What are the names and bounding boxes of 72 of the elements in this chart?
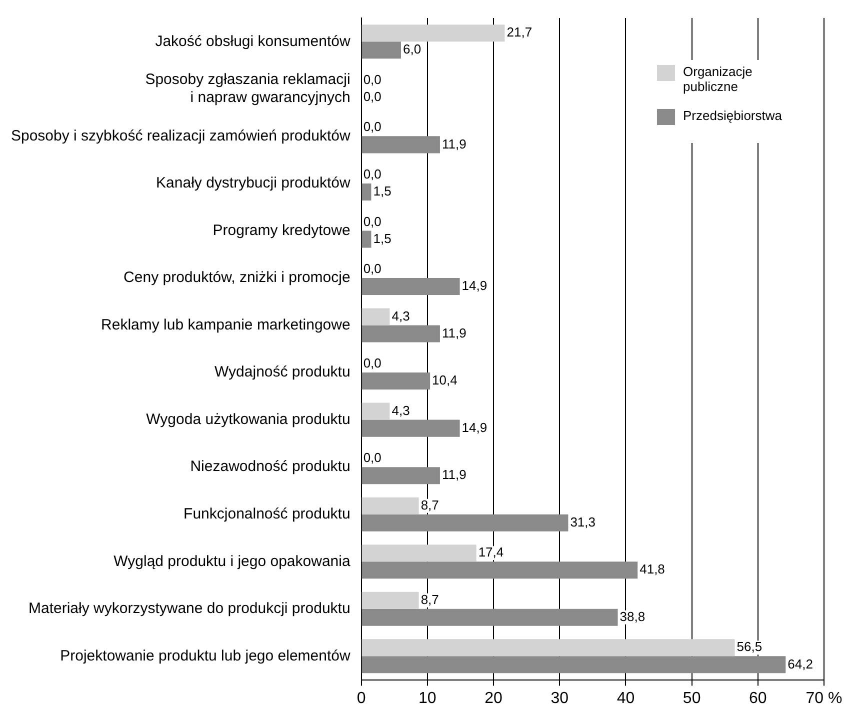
bar bbox=[362, 24, 505, 42]
legend-label: Organizacje publiczne bbox=[683, 64, 754, 94]
y-tick-label: Sposoby zgłaszania reklamacji i napraw gwarancyjnych bbox=[145, 71, 350, 106]
x-tick-label: 20 bbox=[484, 690, 503, 707]
data-label: 64,2 bbox=[788, 656, 813, 672]
data-label: 14,9 bbox=[462, 420, 488, 435]
bar bbox=[362, 639, 735, 656]
data-label: 41,8 bbox=[640, 562, 665, 577]
bar bbox=[362, 136, 440, 154]
y-tick-label: Wygląd produktu i jego opakowania bbox=[114, 552, 351, 570]
data-label: 0,0 bbox=[363, 450, 382, 466]
y-tick-label: Funkcjonalność produktu bbox=[184, 505, 350, 522]
y-tick-label: Wygoda użytkowania produktu bbox=[146, 410, 350, 428]
bar bbox=[362, 592, 419, 609]
bar bbox=[362, 278, 460, 296]
bar bbox=[362, 420, 460, 437]
data-label: 11,9 bbox=[442, 325, 466, 340]
bar bbox=[362, 325, 440, 342]
bar bbox=[362, 656, 786, 674]
x-tick-label: 0 bbox=[356, 690, 366, 707]
data-label: 21,7 bbox=[506, 24, 532, 40]
data-label: 1,5 bbox=[373, 184, 392, 199]
bar bbox=[362, 183, 372, 200]
x-tick-label: 60 bbox=[749, 690, 767, 707]
data-label: 11,9 bbox=[442, 136, 466, 152]
data-label: 56,5 bbox=[736, 639, 762, 654]
data-label: 8,7 bbox=[420, 497, 439, 512]
x-tick-label: 10 bbox=[418, 690, 436, 707]
bar bbox=[362, 514, 568, 532]
bar bbox=[362, 544, 476, 562]
data-label: 0,0 bbox=[363, 214, 382, 229]
legend-label: Przedsiębiorstwa bbox=[683, 108, 782, 123]
bar bbox=[362, 562, 638, 579]
data-label: 11,9 bbox=[442, 467, 466, 482]
data-label: 10,4 bbox=[432, 372, 458, 388]
bar bbox=[362, 372, 430, 390]
bar bbox=[362, 467, 440, 484]
y-tick-label: Reklamy lub kampanie marketingowe bbox=[101, 316, 350, 334]
bar bbox=[362, 42, 401, 59]
bar bbox=[362, 497, 419, 514]
y-tick-label: Projektowanie produktu lub jego elementów bbox=[60, 647, 350, 664]
y-tick-label: Kanały dystrybucji produktów bbox=[156, 174, 350, 192]
x-tick-label: 40 bbox=[616, 690, 635, 707]
data-label: 0,0 bbox=[363, 119, 382, 134]
data-label: 0,0 bbox=[363, 356, 382, 371]
y-tick-label: Materiały wykorzystywane do produkcji produktu bbox=[28, 600, 350, 618]
bar bbox=[362, 230, 372, 248]
y-tick-label: Wydajność produktu bbox=[214, 364, 350, 381]
data-label: 1,5 bbox=[373, 230, 392, 246]
y-tick-label: Ceny produktów, zniżki i promocje bbox=[124, 269, 350, 286]
x-tick-label: 70 % bbox=[806, 690, 842, 707]
x-tick-label: 50 bbox=[682, 690, 701, 707]
y-tick-label: Sposoby i szybkość realizacji zamówień produktów bbox=[10, 127, 350, 144]
data-label: 0,0 bbox=[363, 72, 382, 87]
data-label: 14,9 bbox=[462, 278, 488, 294]
data-label: 0,0 bbox=[363, 166, 382, 182]
data-label: 6,0 bbox=[402, 42, 422, 57]
bar bbox=[362, 308, 390, 326]
y-tick-label: Niezawodność produktu bbox=[190, 458, 350, 476]
data-label: 31,3 bbox=[570, 514, 596, 530]
data-label: 4,3 bbox=[392, 308, 410, 324]
bar bbox=[362, 608, 618, 626]
data-label: 4,3 bbox=[392, 402, 410, 418]
data-label: 8,7 bbox=[420, 592, 439, 607]
data-label: 0,0 bbox=[363, 88, 382, 104]
data-label: 0,0 bbox=[363, 261, 382, 276]
bar bbox=[362, 402, 390, 420]
data-label: 17,4 bbox=[478, 544, 504, 560]
y-tick-label: Programy kredytowe bbox=[212, 222, 350, 239]
x-tick-label: 30 bbox=[550, 690, 569, 707]
data-label: 38,8 bbox=[620, 608, 646, 624]
y-tick-label: Jakość obsługi konsumentów bbox=[155, 32, 350, 50]
